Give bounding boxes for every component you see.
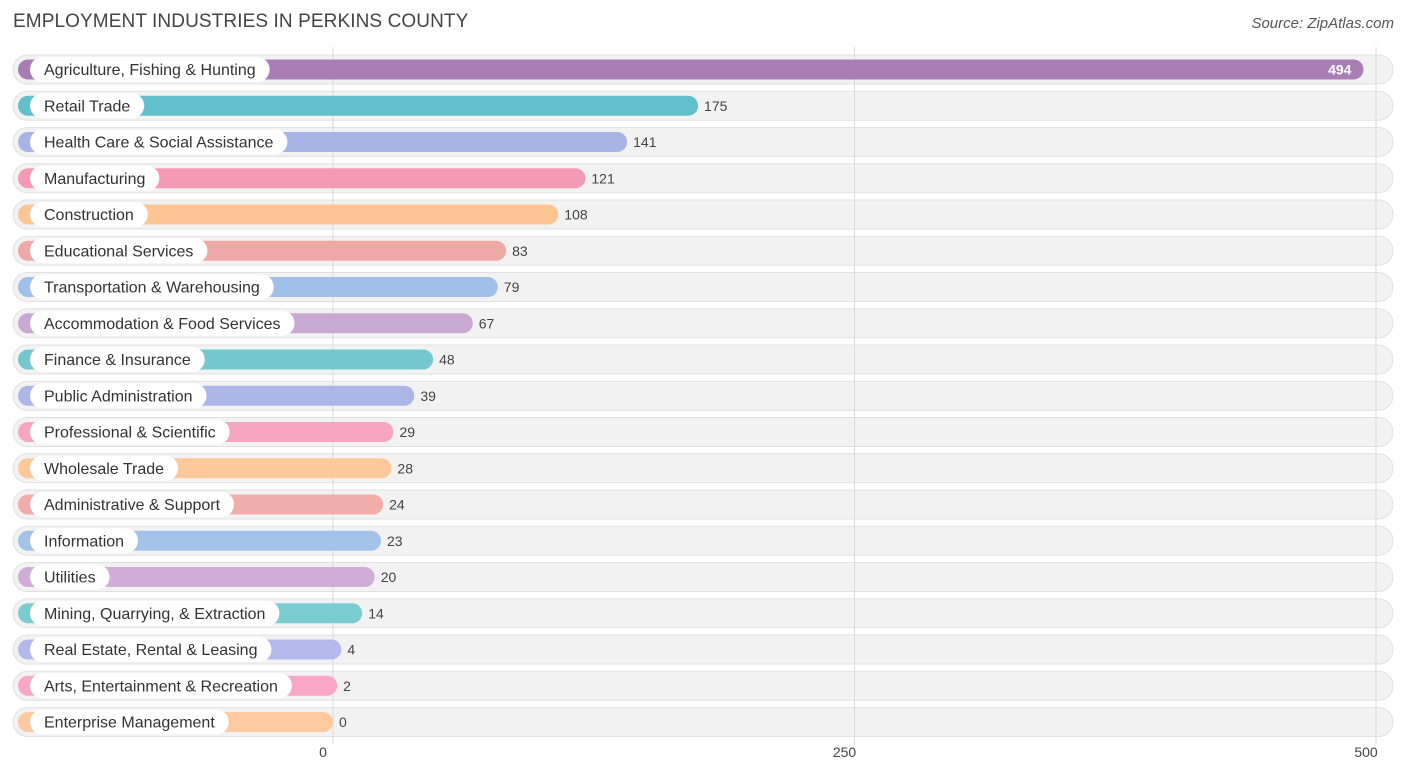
x-tick-label: 500 xyxy=(1354,744,1378,760)
value-label: 48 xyxy=(439,352,455,368)
x-tick-label: 0 xyxy=(319,744,327,760)
category-label: Retail Trade xyxy=(44,98,130,115)
value-label: 175 xyxy=(704,98,728,114)
category-label: Administrative & Support xyxy=(44,497,221,514)
value-label: 4 xyxy=(347,642,355,658)
chart-source: Source: ZipAtlas.com xyxy=(1251,15,1394,32)
row-track xyxy=(12,670,1394,701)
category-pill xyxy=(30,347,205,372)
category-pill xyxy=(30,310,295,336)
value-label: 494 xyxy=(1328,62,1352,78)
category-label: Transportation & Warehousing xyxy=(44,280,260,297)
value-label: 20 xyxy=(381,569,397,585)
category-pill xyxy=(30,673,292,699)
category-pill xyxy=(30,637,272,662)
category-label: Real Estate, Rental & Leasing xyxy=(44,642,257,659)
value-label: 121 xyxy=(591,170,615,186)
category-label: Mining, Quarrying, & Extraction xyxy=(44,606,265,623)
bar xyxy=(18,204,559,225)
category-label: Accommodation & Food Services xyxy=(44,316,281,333)
category-label: Utilities xyxy=(44,570,96,587)
category-label: Public Administration xyxy=(44,388,193,405)
value-label: 108 xyxy=(564,207,588,223)
bar xyxy=(18,59,1364,80)
category-pill xyxy=(30,492,235,517)
value-label: 29 xyxy=(399,424,415,440)
row-track xyxy=(12,707,1394,737)
row-track xyxy=(12,634,1394,665)
value-label: 39 xyxy=(420,388,436,404)
category-pill xyxy=(30,129,288,155)
chart-title: EMPLOYMENT INDUSTRIES IN PERKINS COUNTY xyxy=(13,11,469,32)
bar xyxy=(18,168,586,189)
value-label: 79 xyxy=(504,279,520,295)
category-label: Construction xyxy=(44,207,134,224)
value-label: 0 xyxy=(339,714,347,730)
category-pill xyxy=(30,455,179,481)
value-label: 14 xyxy=(368,605,384,621)
category-label: Arts, Entertainment & Recreation xyxy=(44,678,278,695)
category-label: Finance & Insurance xyxy=(44,352,191,369)
category-pill xyxy=(30,274,274,300)
category-label: Health Care & Social Assistance xyxy=(44,135,274,152)
value-label: 24 xyxy=(389,497,405,513)
category-pill xyxy=(30,202,148,227)
category-label: Enterprise Management xyxy=(44,715,215,732)
category-label: Manufacturing xyxy=(44,171,145,188)
value-label: 141 xyxy=(633,134,657,150)
category-pill xyxy=(30,238,208,264)
category-pill xyxy=(30,57,270,82)
category-pill xyxy=(30,528,139,554)
chart-bars: Agriculture, Fishing & Hunting 494 Retail … xyxy=(18,57,1364,735)
value-label: 83 xyxy=(512,243,528,259)
category-pill xyxy=(30,93,145,119)
category-pill xyxy=(30,709,229,735)
value-label: 2 xyxy=(343,678,351,694)
category-label: Information xyxy=(44,533,124,550)
category-pill xyxy=(30,383,207,409)
x-axis-ticks: 0 250 500 xyxy=(319,744,1378,760)
category-label: Agriculture, Fishing & Hunting xyxy=(44,62,256,79)
category-pill xyxy=(30,564,110,590)
category-pill xyxy=(30,419,230,445)
category-label: Professional & Scientific xyxy=(44,425,216,442)
bar xyxy=(18,95,699,116)
category-label: Wholesale Trade xyxy=(44,461,164,478)
value-label: 23 xyxy=(387,533,403,549)
category-pill xyxy=(30,165,160,191)
category-pill xyxy=(30,600,280,626)
category-label: Educational Services xyxy=(44,243,193,260)
x-tick-label: 250 xyxy=(833,744,857,760)
value-label: 28 xyxy=(397,460,413,476)
value-label: 67 xyxy=(479,315,495,331)
